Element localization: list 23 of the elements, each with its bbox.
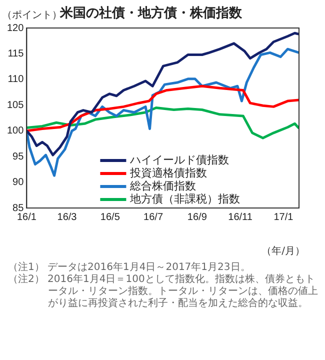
x-tick-label: 16/5 bbox=[100, 212, 120, 223]
x-tick-label: 17/1 bbox=[274, 212, 294, 223]
legend-label: ハイイールド債指数 bbox=[129, 153, 230, 166]
y-tick-label: 105 bbox=[6, 100, 24, 111]
legend-label: 総合株価指数 bbox=[129, 179, 196, 192]
x-tick-label: 16/1 bbox=[16, 212, 37, 223]
chart-title: 米国の社債・地方債・株価指数 bbox=[60, 4, 242, 22]
y-tick-label: 110 bbox=[8, 74, 24, 86]
y-tick-label: 120 bbox=[6, 22, 24, 34]
y-tick-label: 90 bbox=[12, 177, 24, 188]
x-axis-title: （年/月） bbox=[262, 245, 305, 258]
x-tick-label: 16/11 bbox=[228, 212, 253, 223]
legend-label: 投資適格債指数 bbox=[129, 166, 208, 180]
text: （注1） データは2016年1月4日～2017年1月23日。 bbox=[8, 262, 252, 274]
legend-label: 地方債（非課税）指数 bbox=[129, 192, 240, 206]
x-tick-label: 16/9 bbox=[187, 212, 208, 223]
text: （注2） 2016年1月4日＝100として指数化。指数は株、債券ともトータル・リターン指数。トータル・リターンは、価格の値上がり益に再投資された利子・配当を加えた総合的な収益。 bbox=[8, 274, 319, 310]
y-tick-label: 100 bbox=[6, 126, 24, 137]
x-tick-label: 16/3 bbox=[57, 212, 78, 223]
y-tick-label: 115 bbox=[8, 48, 24, 60]
y-tick-label: 95 bbox=[12, 151, 24, 162]
x-tick-label: 16/7 bbox=[144, 212, 164, 223]
y-tick-label: 85 bbox=[12, 202, 24, 214]
